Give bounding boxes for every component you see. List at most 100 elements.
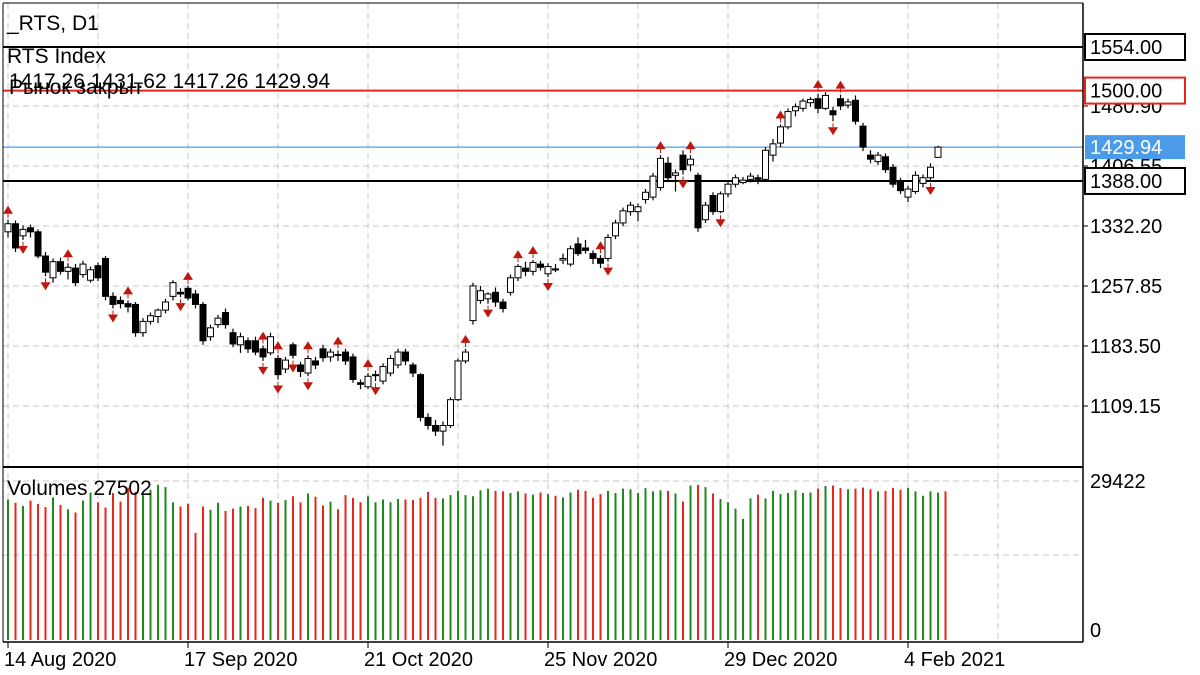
price-tick-label: 1257.85 [1090, 276, 1162, 298]
candle-body [829, 110, 837, 116]
candle-body [229, 332, 237, 345]
candle-body [612, 222, 619, 237]
fractal-down-arrow [828, 127, 838, 136]
fractal-down-arrow [18, 245, 28, 254]
candle-body [499, 301, 507, 309]
candle-body [327, 351, 334, 358]
fractal-up-arrow [655, 141, 666, 150]
candle-body [454, 360, 462, 401]
candle-body [304, 358, 312, 374]
candle-body [747, 175, 754, 180]
price-level-tag [1084, 76, 1186, 105]
candle-body [57, 261, 64, 272]
time-tick-label: 25 Nov 2020 [544, 649, 657, 671]
candle-body [349, 356, 357, 380]
candle-body [282, 359, 289, 370]
candle-body [147, 315, 154, 322]
candle-body [784, 111, 792, 128]
instrument-name-label: RTS Index [7, 45, 106, 68]
candle-body [409, 364, 417, 374]
candle-body [199, 303, 207, 342]
candle-body [874, 154, 882, 163]
candle-body [867, 154, 874, 160]
candle-body [79, 263, 87, 276]
candle-body [402, 351, 409, 362]
candle-body [432, 424, 439, 432]
candle-body [469, 285, 477, 322]
candle-body [357, 382, 364, 385]
candle-body [777, 126, 784, 144]
current-price-tag-label: 1429.94 [1090, 137, 1162, 159]
fractal-down-arrow [678, 180, 688, 189]
candle-body [589, 253, 597, 259]
candle-body [544, 266, 552, 275]
candle-body [852, 99, 859, 122]
candle-body [109, 295, 117, 305]
horizontal-price-lines [3, 46, 1083, 182]
candle-body [567, 248, 574, 265]
candle-body [334, 353, 342, 356]
candle-body [252, 340, 259, 353]
candle-body [522, 267, 529, 272]
time-tick-label: 21 Oct 2020 [364, 649, 473, 671]
candle-body [139, 320, 147, 334]
candle-body [424, 416, 432, 426]
candle-body [919, 177, 927, 184]
fractal-down-arrow [108, 314, 118, 323]
fractal-down-arrow [258, 366, 268, 375]
candle-body [574, 243, 582, 255]
candle-body [904, 188, 912, 198]
candle-body [642, 191, 649, 201]
candle-body [739, 179, 747, 184]
candle-body [634, 206, 642, 213]
candle-body [19, 228, 27, 237]
candle-body [12, 223, 19, 249]
time-tick-label: 4 Feb 2021 [904, 649, 1005, 671]
price-tick-label: 1109.15 [1090, 396, 1161, 418]
candle-body [912, 174, 919, 192]
candle-body [447, 399, 454, 426]
fractal-down-arrow [370, 387, 381, 396]
fractal-up-arrow [513, 250, 523, 259]
price-tick-label: 1332.20 [1090, 216, 1162, 238]
candle-body [897, 180, 904, 192]
fractal-down-arrow [925, 186, 936, 195]
ohlc-values-label: 1417.26 1431.62 1417.26 1429.94 [9, 70, 331, 93]
candle-body [762, 149, 769, 180]
candle-body [844, 101, 852, 106]
candle-body [462, 351, 469, 362]
candle-body [484, 293, 492, 300]
candle-body [154, 309, 162, 318]
candle-body [619, 210, 627, 224]
candle-body [889, 166, 897, 185]
candle-body [837, 98, 844, 107]
time-axis[interactable]: 14 Aug 2020 17 Sep 2020 21 Oct 2020 25 Nov … [4, 642, 1005, 671]
candle-body [117, 299, 124, 305]
candle-body [102, 257, 109, 297]
candle-body [274, 358, 282, 376]
volume-bars [7, 484, 947, 640]
fractal-up-arrow [3, 205, 13, 214]
price-level-tag-label: 1554.00 [1090, 37, 1162, 59]
fractal-up-arrow [835, 80, 846, 89]
current-price-tag [1085, 135, 1185, 160]
candle-body [799, 100, 807, 109]
fractal-down-arrow [603, 267, 613, 276]
time-tick-label: 29 Dec 2020 [724, 649, 837, 671]
volume-max-label: 29422 [1090, 471, 1146, 493]
candle-body [177, 291, 184, 295]
candle-body [882, 156, 889, 171]
candle-body [439, 424, 447, 432]
candle-body [87, 269, 94, 281]
candle-body [169, 282, 177, 297]
price-level-tag-label: 1388.00 [1090, 171, 1162, 193]
price-axis[interactable]: 1480.901406.551332.201257.851183.501109.… [1083, 33, 1186, 642]
candle-body [687, 158, 694, 166]
candle-body [732, 177, 739, 185]
candle-body [214, 317, 222, 326]
candle-body [597, 257, 604, 264]
volumes-indicator-label: Volumes 27502 [7, 477, 152, 500]
fractal-up-arrow [813, 79, 823, 88]
candle-body [222, 312, 229, 326]
candle-body [34, 231, 42, 257]
